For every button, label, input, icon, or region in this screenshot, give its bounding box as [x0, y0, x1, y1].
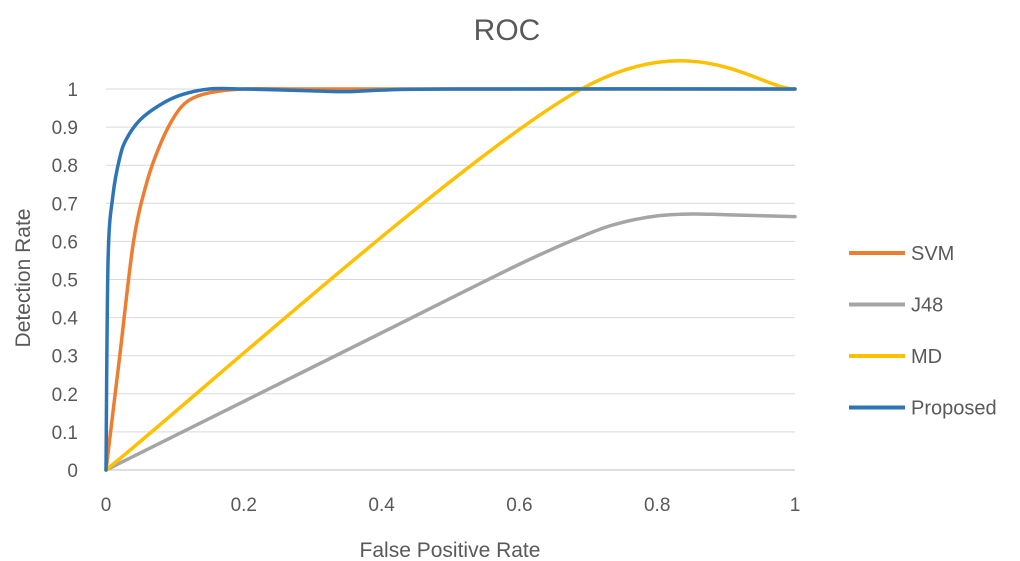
- legend-label-md: MD: [911, 346, 942, 368]
- series-line-proposed: [104, 86, 797, 472]
- x-tick-label: 0.2: [231, 495, 257, 516]
- x-tick-label: 0.8: [644, 495, 670, 516]
- chart-title: ROC: [474, 14, 541, 47]
- legend-label-proposed: Proposed: [911, 398, 997, 420]
- legend-label-svm: SVM: [911, 243, 954, 265]
- series-line-j48: [104, 212, 797, 472]
- series-line-md: [104, 59, 797, 472]
- y-tick-label: 1: [67, 80, 78, 101]
- legend-label-j48: J48: [911, 295, 943, 317]
- y-tick-label: 0.1: [52, 423, 78, 444]
- x-axis-title: False Positive Rate: [360, 539, 541, 561]
- x-tick-label: 1: [790, 495, 801, 516]
- y-tick-label: 0: [67, 461, 78, 482]
- y-tick-label: 0.2: [52, 385, 78, 406]
- y-tick-label: 0.5: [52, 271, 78, 292]
- axes: 0 0.1 0.2 0.3 0.4 0.5 0.6 0.7 0.8 0.9 1 0 0.2 0.4 0.6 0…: [52, 80, 801, 516]
- legend: SVM J48 MD Proposed: [849, 243, 997, 420]
- y-tick-label: 0.3: [52, 347, 78, 368]
- y-axis-title: Detection Rate: [12, 209, 35, 348]
- series-lines: [104, 59, 797, 472]
- x-tick-label: 0.6: [506, 495, 532, 516]
- y-tick-label: 0.7: [52, 194, 78, 215]
- x-tick-label: 0.4: [368, 495, 395, 516]
- y-tick-label: 0.6: [52, 232, 78, 253]
- y-tick-label: 0.9: [52, 118, 78, 139]
- x-tick-label: 0: [101, 495, 112, 516]
- y-tick-label: 0.8: [52, 156, 78, 177]
- y-tick-label: 0.4: [52, 309, 79, 330]
